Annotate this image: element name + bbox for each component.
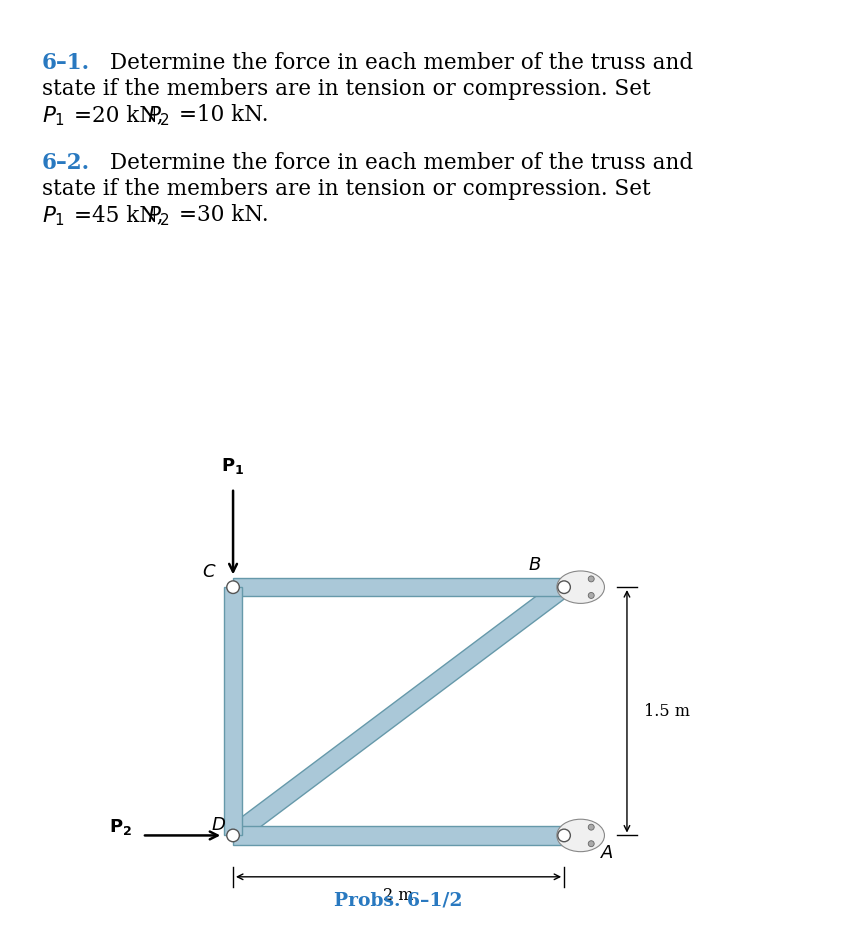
Polygon shape: [223, 587, 242, 835]
Text: $\mathbf{P_1}$: $\mathbf{P_1}$: [221, 456, 245, 476]
Polygon shape: [562, 580, 583, 594]
Polygon shape: [233, 826, 564, 845]
Ellipse shape: [556, 571, 604, 603]
Circle shape: [588, 841, 594, 846]
Circle shape: [588, 593, 594, 598]
Text: $B$: $B$: [527, 556, 540, 574]
Text: Probs. 6–1/2: Probs. 6–1/2: [334, 892, 462, 910]
Text: $P_1$: $P_1$: [42, 204, 65, 228]
Circle shape: [588, 576, 594, 582]
Polygon shape: [562, 828, 583, 842]
Text: Determine the force in each member of the truss and: Determine the force in each member of th…: [110, 152, 693, 174]
Text: $A$: $A$: [600, 844, 614, 862]
Text: $P_2$: $P_2$: [147, 204, 170, 228]
Text: $D$: $D$: [212, 816, 226, 834]
Circle shape: [557, 580, 570, 594]
Text: 6–2.: 6–2.: [42, 152, 90, 174]
Text: $P_1$: $P_1$: [42, 104, 65, 127]
Text: $P_2$: $P_2$: [147, 104, 170, 127]
Circle shape: [227, 829, 239, 842]
Text: 2 m: 2 m: [383, 886, 414, 903]
Circle shape: [588, 825, 594, 830]
Ellipse shape: [556, 819, 604, 851]
Text: =30 kN.: =30 kN.: [179, 204, 269, 226]
Text: Determine the force in each member of the truss and: Determine the force in each member of th…: [110, 52, 693, 74]
Text: state if the members are in tension or compression. Set: state if the members are in tension or c…: [42, 78, 650, 100]
Circle shape: [227, 580, 239, 594]
Text: 6–1.: 6–1.: [42, 52, 90, 74]
Text: $C$: $C$: [202, 562, 217, 580]
Polygon shape: [233, 579, 564, 597]
Text: =10 kN.: =10 kN.: [179, 104, 268, 126]
Polygon shape: [227, 580, 569, 843]
Text: =45 kN,: =45 kN,: [74, 204, 164, 226]
Text: 1.5 m: 1.5 m: [643, 703, 688, 720]
Text: state if the members are in tension or compression. Set: state if the members are in tension or c…: [42, 178, 650, 200]
Circle shape: [557, 829, 570, 842]
Text: =20 kN,: =20 kN,: [74, 104, 164, 126]
Text: $\mathbf{P_2}$: $\mathbf{P_2}$: [109, 817, 132, 837]
